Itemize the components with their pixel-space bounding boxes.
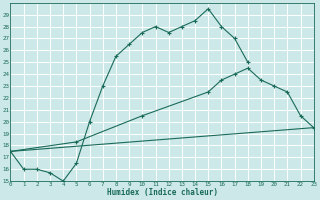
X-axis label: Humidex (Indice chaleur): Humidex (Indice chaleur) [107,188,218,197]
